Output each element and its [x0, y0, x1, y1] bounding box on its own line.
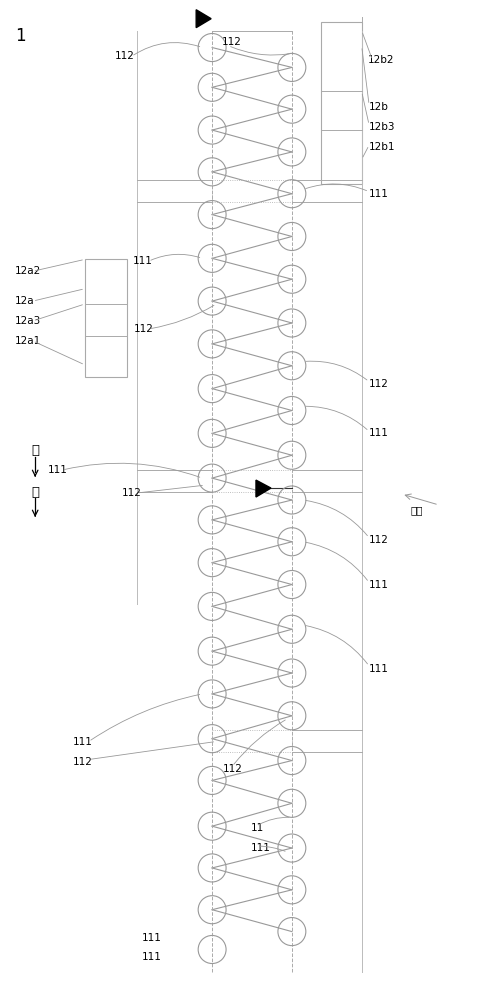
Text: 111: 111 — [48, 465, 68, 475]
Text: 12a3: 12a3 — [15, 316, 41, 326]
Text: 111: 111 — [369, 428, 389, 438]
Text: 112: 112 — [134, 324, 153, 334]
Text: 112: 112 — [222, 37, 242, 47]
Text: 111: 111 — [133, 256, 152, 266]
Text: 112: 112 — [369, 535, 389, 545]
Text: 11: 11 — [251, 823, 264, 833]
Text: 112: 112 — [115, 51, 135, 61]
Text: 12b1: 12b1 — [369, 142, 396, 152]
Text: 112: 112 — [73, 757, 92, 767]
Bar — [321, 22, 362, 184]
Text: 风向: 风向 — [410, 505, 423, 515]
Text: 111: 111 — [141, 952, 161, 962]
Bar — [212, 730, 292, 752]
Text: 111: 111 — [369, 189, 389, 199]
Text: 12b: 12b — [369, 102, 389, 112]
Polygon shape — [256, 480, 271, 497]
Bar — [212, 470, 292, 492]
Text: 111: 111 — [141, 933, 161, 943]
Text: 111: 111 — [251, 843, 271, 853]
Text: 112: 112 — [121, 488, 141, 498]
Text: 111: 111 — [369, 580, 389, 590]
Text: 12a1: 12a1 — [15, 336, 41, 346]
Text: 1: 1 — [15, 27, 26, 45]
Bar — [212, 180, 292, 202]
Text: 12b2: 12b2 — [367, 55, 394, 65]
Text: 111: 111 — [369, 664, 389, 674]
Text: 12b3: 12b3 — [369, 122, 396, 132]
Text: 112: 112 — [369, 379, 389, 389]
Text: 下: 下 — [31, 486, 39, 499]
Bar — [85, 259, 128, 377]
Text: 12a: 12a — [15, 296, 35, 306]
Polygon shape — [196, 10, 211, 28]
Text: 上: 上 — [31, 444, 39, 457]
Text: 112: 112 — [223, 764, 243, 774]
Text: 111: 111 — [73, 737, 92, 747]
Text: 12a2: 12a2 — [15, 266, 41, 276]
